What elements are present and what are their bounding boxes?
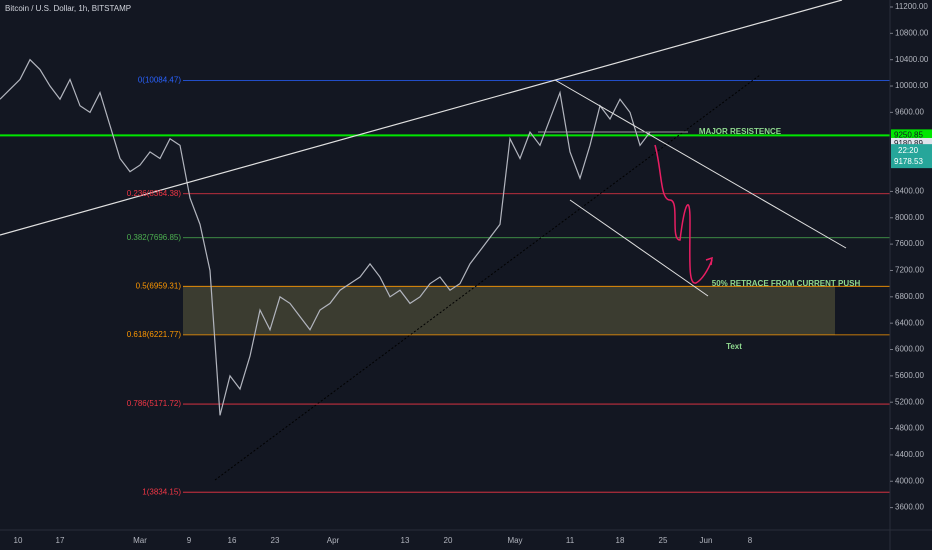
x-tick-label: Apr [327, 536, 340, 545]
fib-label: 0.786(5171.72) [127, 399, 182, 408]
arrow-head [705, 256, 713, 266]
x-tick-label: 23 [271, 536, 280, 545]
x-tick-label: 20 [444, 536, 453, 545]
y-tick-label: 9600.00 [895, 107, 924, 116]
y-tick-label: 10000.00 [895, 81, 929, 90]
fib-label: 1(3834.15) [142, 487, 181, 496]
y-tick-label: 4800.00 [895, 424, 924, 433]
y-tick-label: 5600.00 [895, 371, 924, 380]
fib-label: 0.382(7696.85) [127, 233, 182, 242]
dotted-line [214, 74, 761, 481]
x-tick-label: 16 [228, 536, 237, 545]
y-tick-label: 7200.00 [895, 266, 924, 275]
price-badge-label: 9178.53 [894, 157, 923, 166]
x-tick-label: 9 [187, 536, 192, 545]
chart-title: Bitcoin / U.S. Dollar, 1h, BITSTAMP [5, 4, 131, 13]
y-tick-label: 4000.00 [895, 476, 924, 485]
y-tick-label: 8400.00 [895, 187, 924, 196]
price-line [0, 58, 651, 416]
y-tick-label: 5200.00 [895, 397, 924, 406]
fib-label: 0.5(6959.31) [136, 281, 182, 290]
fib-label: 0.236(8364.38) [127, 189, 182, 198]
x-tick-label: Mar [133, 536, 147, 545]
y-tick-label: 10800.00 [895, 28, 929, 37]
retrace-zone [183, 286, 835, 335]
annotation: 50% RETRACE FROM CURRENT PUSH [712, 279, 861, 288]
channel-line [554, 79, 847, 249]
annotation: MAJOR RESISTENCE [699, 127, 782, 136]
x-tick-label: 25 [659, 536, 668, 545]
y-tick-label: 6800.00 [895, 292, 924, 301]
x-tick-label: 10 [14, 536, 23, 545]
price-badge-time: 22:20 [898, 146, 919, 155]
price-badge-label: 9250.85 [894, 130, 923, 139]
price-badge [891, 144, 932, 169]
x-tick-label: 11 [566, 536, 575, 545]
y-tick-label: 6400.00 [895, 318, 924, 327]
y-tick-label: 6000.00 [895, 345, 924, 354]
y-tick-label: 7600.00 [895, 239, 924, 248]
x-tick-label: 18 [616, 536, 625, 545]
x-tick-label: 17 [56, 536, 65, 545]
plot [0, 58, 890, 493]
fib-label: 0(10084.47) [138, 76, 181, 85]
y-tick-label: 8000.00 [895, 213, 924, 222]
x-tick-label: Jun [700, 536, 713, 545]
trendline [0, 0, 843, 236]
price-badge-label: 9180.89 [894, 139, 923, 148]
x-tick-label: 13 [401, 536, 410, 545]
x-tick-label: 8 [748, 536, 753, 545]
annotation: Text [726, 342, 742, 351]
y-tick-label: 3600.00 [895, 503, 924, 512]
y-tick-label: 4400.00 [895, 450, 924, 459]
y-tick-label: 10400.00 [895, 55, 929, 64]
projection-path [654, 144, 713, 284]
channel-line [569, 199, 709, 297]
x-tick-label: May [507, 536, 522, 545]
y-tick-label: 11200.00 [895, 2, 928, 11]
fib-label: 0.618(6221.77) [127, 330, 182, 339]
